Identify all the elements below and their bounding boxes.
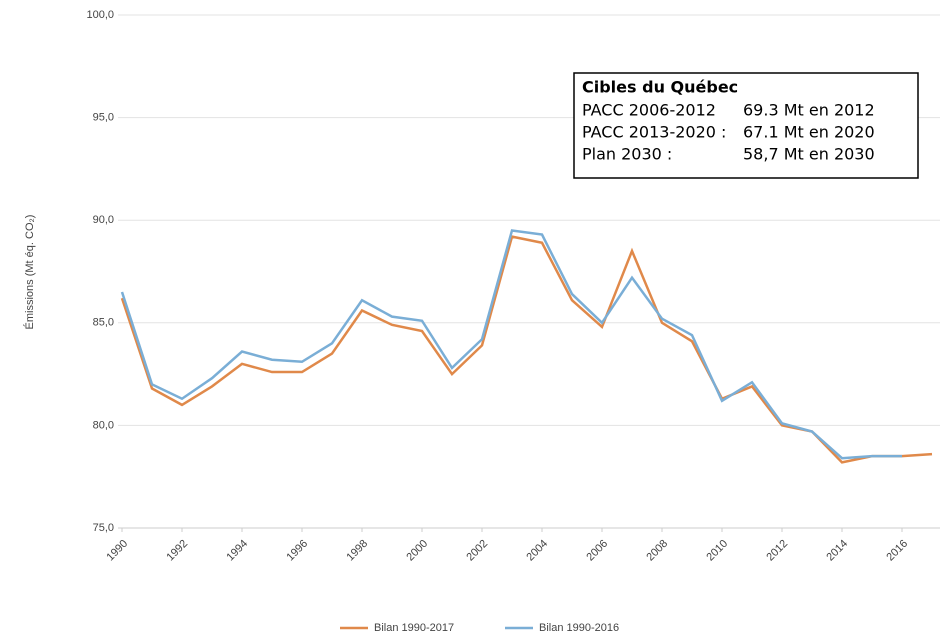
- x-tick-label: 1996: [284, 538, 310, 564]
- annotation-box: [573, 72, 919, 179]
- x-tick-label: 2014: [824, 538, 850, 564]
- x-tick-label: 2006: [584, 538, 610, 564]
- series-line: [120, 229, 902, 460]
- annotation-text: 69.3 Mt en 2012: [743, 101, 875, 120]
- x-tick-label: 1990: [104, 538, 130, 564]
- annotation-text: PACC 2006-2012: [582, 101, 716, 120]
- legend-label: Bilan 1990-2017: [374, 622, 454, 634]
- x-tick-label: 2010: [704, 538, 730, 564]
- annotation-title: Cibles du Québec: [582, 78, 738, 97]
- annotation-text: 58,7 Mt en 2030: [743, 145, 875, 164]
- x-tick-label: 1994: [224, 538, 250, 564]
- y-tick-label: 75,0: [93, 522, 114, 534]
- x-tick-label: 2000: [404, 538, 430, 564]
- series-line: [120, 235, 933, 464]
- y-tick-label: 90,0: [93, 214, 114, 226]
- y-tick-label: 100,0: [86, 9, 114, 21]
- x-tick-label: 2004: [524, 538, 550, 564]
- legend-label: Bilan 1990-2016: [539, 622, 619, 634]
- x-tick-label: 2012: [764, 538, 790, 564]
- y-tick-label: 95,0: [93, 112, 114, 124]
- y-tick-label: 80,0: [93, 419, 114, 431]
- y-tick-label: 85,0: [93, 317, 114, 329]
- x-tick-label: 2008: [644, 538, 670, 564]
- x-tick-label: 2016: [884, 538, 910, 564]
- annotation-text: Plan 2030 :: [582, 145, 672, 164]
- x-tick-label: 1998: [344, 538, 370, 564]
- x-tick-label: 2002: [464, 538, 490, 564]
- x-tick-label: 1992: [164, 538, 190, 564]
- annotation-text: PACC 2013-2020 :: [582, 123, 726, 142]
- y-axis-label: Émissions (Mt éq. CO₂): [23, 215, 36, 330]
- annotation-text: 67.1 Mt en 2020: [743, 123, 875, 142]
